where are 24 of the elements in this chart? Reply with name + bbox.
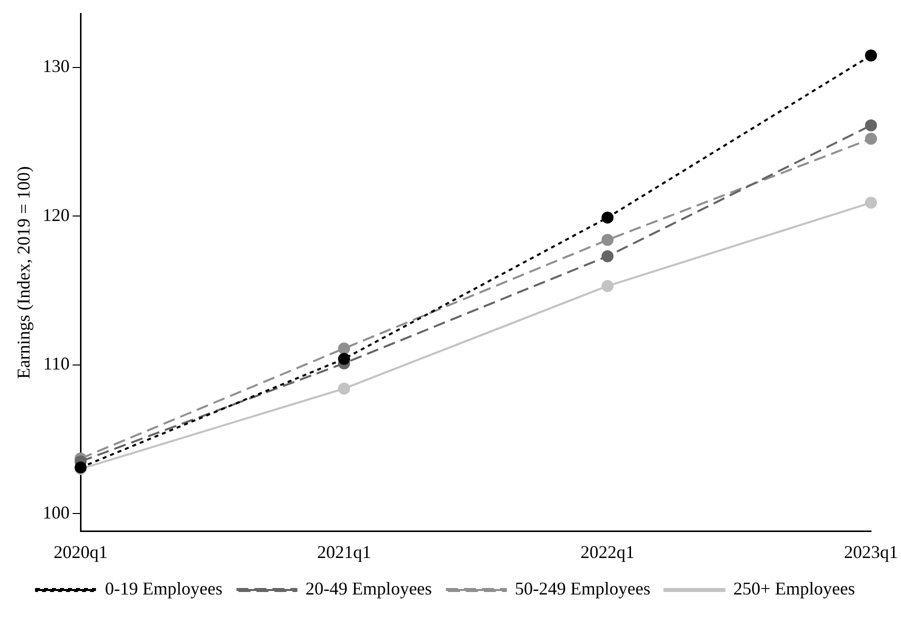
point (602, 280, 614, 292)
x-tick-label: 2021q1 (317, 542, 372, 562)
point (338, 352, 350, 365)
x-tick-label: 2020q1 (54, 542, 108, 562)
point (865, 196, 877, 209)
legend-label: 20-49 Employees (305, 578, 432, 599)
x-tick-label: 2023q1 (844, 542, 898, 562)
legend-label: 50-249 Employees (514, 578, 650, 599)
point (602, 212, 614, 224)
y-axis-title: Earnings (Index, 2019 = 100) (14, 166, 34, 379)
y-tick-label: 100 (42, 502, 70, 522)
point (338, 342, 350, 354)
x-tick-label: 2022q1 (580, 542, 635, 562)
point (865, 49, 877, 62)
point (865, 132, 877, 145)
legend-label: 0-19 Employees (104, 578, 222, 599)
point (338, 382, 350, 395)
point (602, 234, 614, 246)
point (602, 250, 614, 262)
y-tick-label: 110 (43, 354, 70, 374)
point (865, 119, 877, 132)
y-tick-label: 130 (42, 56, 70, 76)
y-tick-label: 120 (42, 204, 70, 225)
legend-label: 250+ Employees (733, 578, 856, 599)
